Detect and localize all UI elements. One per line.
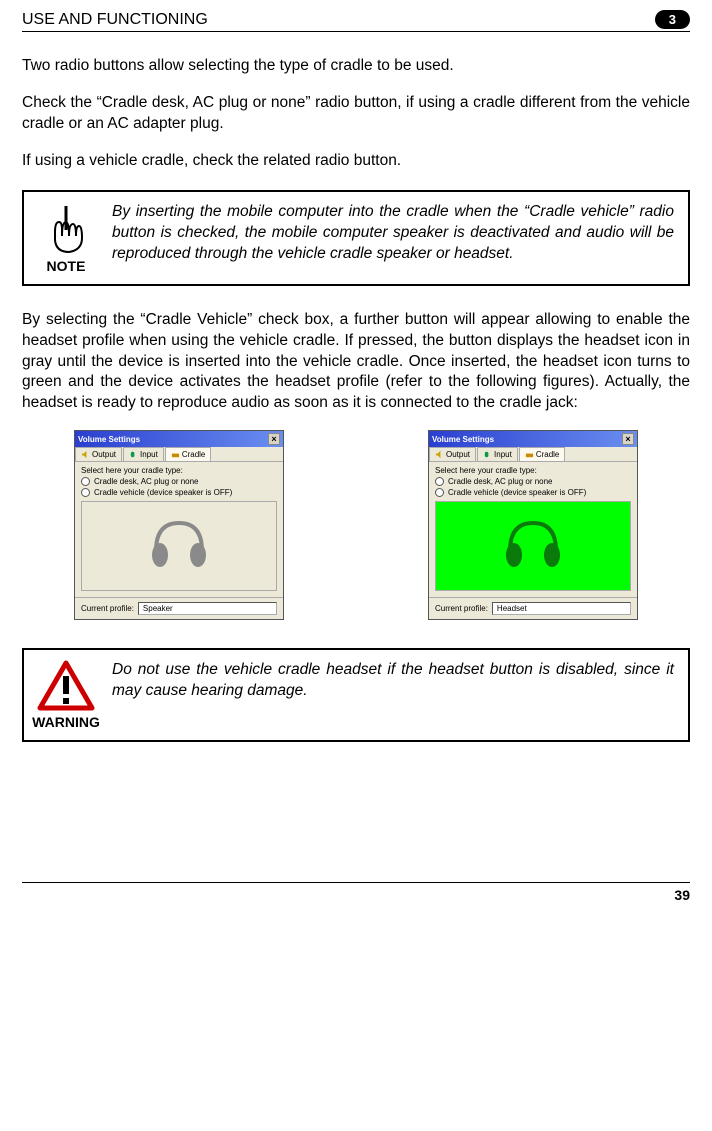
current-profile-value: Speaker bbox=[138, 602, 277, 615]
warning-icon bbox=[37, 660, 95, 712]
tab-output-label: Output bbox=[92, 450, 116, 459]
tab-output-label: Output bbox=[446, 450, 470, 459]
warning-label: WARNING bbox=[32, 714, 100, 730]
current-profile-label: Current profile: bbox=[81, 604, 134, 613]
footer-rule bbox=[22, 882, 690, 883]
close-icon[interactable]: × bbox=[622, 433, 634, 445]
tab-input[interactable]: Input bbox=[123, 447, 164, 461]
radio-option-vehicle[interactable]: Cradle vehicle (device speaker is OFF) bbox=[81, 488, 277, 497]
tab-output[interactable]: Output bbox=[75, 447, 122, 461]
radio-icon bbox=[435, 488, 444, 497]
volume-settings-window-green: Volume Settings × Output Input Cradle S bbox=[428, 430, 638, 620]
note-label: NOTE bbox=[47, 258, 86, 274]
page-number: 39 bbox=[22, 887, 690, 903]
select-cradle-label: Select here your cradle type: bbox=[435, 466, 631, 475]
cradle-icon bbox=[171, 450, 180, 459]
volume-settings-window-gray: Volume Settings × Output Input Cradle S bbox=[74, 430, 284, 620]
paragraph-1: Two radio buttons allow selecting the ty… bbox=[22, 56, 690, 77]
radio-option-desk[interactable]: Cradle desk, AC plug or none bbox=[435, 477, 631, 486]
current-profile-value: Headset bbox=[492, 602, 631, 615]
paragraph-2: Check the “Cradle desk, AC plug or none”… bbox=[22, 93, 690, 135]
tab-cradle-label: Cradle bbox=[182, 450, 206, 459]
output-icon bbox=[81, 450, 90, 459]
tab-input-label: Input bbox=[494, 450, 512, 459]
headset-icon bbox=[144, 511, 214, 581]
tab-input[interactable]: Input bbox=[477, 447, 518, 461]
tab-output[interactable]: Output bbox=[429, 447, 476, 461]
current-profile-label: Current profile: bbox=[435, 604, 488, 613]
tab-cradle-label: Cradle bbox=[536, 450, 560, 459]
paragraph-3: If using a vehicle cradle, check the rel… bbox=[22, 151, 690, 172]
chapter-badge: 3 bbox=[655, 10, 690, 29]
note-text: By inserting the mobile computer into th… bbox=[112, 202, 674, 265]
window-title: Volume Settings bbox=[432, 435, 494, 444]
input-icon bbox=[483, 450, 492, 459]
page-header: USE AND FUNCTIONING 3 bbox=[22, 10, 690, 32]
radio-label-vehicle: Cradle vehicle (device speaker is OFF) bbox=[448, 488, 586, 497]
input-icon bbox=[129, 450, 138, 459]
output-icon bbox=[435, 450, 444, 459]
radio-icon bbox=[81, 477, 90, 486]
select-cradle-label: Select here your cradle type: bbox=[81, 466, 277, 475]
radio-label-vehicle: Cradle vehicle (device speaker is OFF) bbox=[94, 488, 232, 497]
radio-option-desk[interactable]: Cradle desk, AC plug or none bbox=[81, 477, 277, 486]
warning-text: Do not use the vehicle cradle headset if… bbox=[112, 660, 674, 702]
radio-label-desk: Cradle desk, AC plug or none bbox=[448, 477, 553, 486]
window-titlebar: Volume Settings × bbox=[429, 431, 637, 447]
headset-button-gray[interactable] bbox=[81, 501, 277, 591]
note-callout: NOTE By inserting the mobile computer in… bbox=[22, 190, 690, 286]
window-titlebar: Volume Settings × bbox=[75, 431, 283, 447]
header-title: USE AND FUNCTIONING bbox=[22, 11, 208, 29]
screenshots-row: Volume Settings × Output Input Cradle S bbox=[22, 430, 690, 620]
tab-cradle[interactable]: Cradle bbox=[165, 447, 212, 461]
close-icon[interactable]: × bbox=[268, 433, 280, 445]
note-hand-icon bbox=[41, 202, 91, 256]
radio-label-desk: Cradle desk, AC plug or none bbox=[94, 477, 199, 486]
warning-callout: WARNING Do not use the vehicle cradle he… bbox=[22, 648, 690, 742]
radio-icon bbox=[435, 477, 444, 486]
tab-cradle[interactable]: Cradle bbox=[519, 447, 566, 461]
tab-input-label: Input bbox=[140, 450, 158, 459]
cradle-icon bbox=[525, 450, 534, 459]
headset-button-green[interactable] bbox=[435, 501, 631, 591]
paragraph-4: By selecting the “Cradle Vehicle” check … bbox=[22, 310, 690, 415]
headset-icon bbox=[498, 511, 568, 581]
radio-icon bbox=[81, 488, 90, 497]
window-title: Volume Settings bbox=[78, 435, 140, 444]
radio-option-vehicle[interactable]: Cradle vehicle (device speaker is OFF) bbox=[435, 488, 631, 497]
